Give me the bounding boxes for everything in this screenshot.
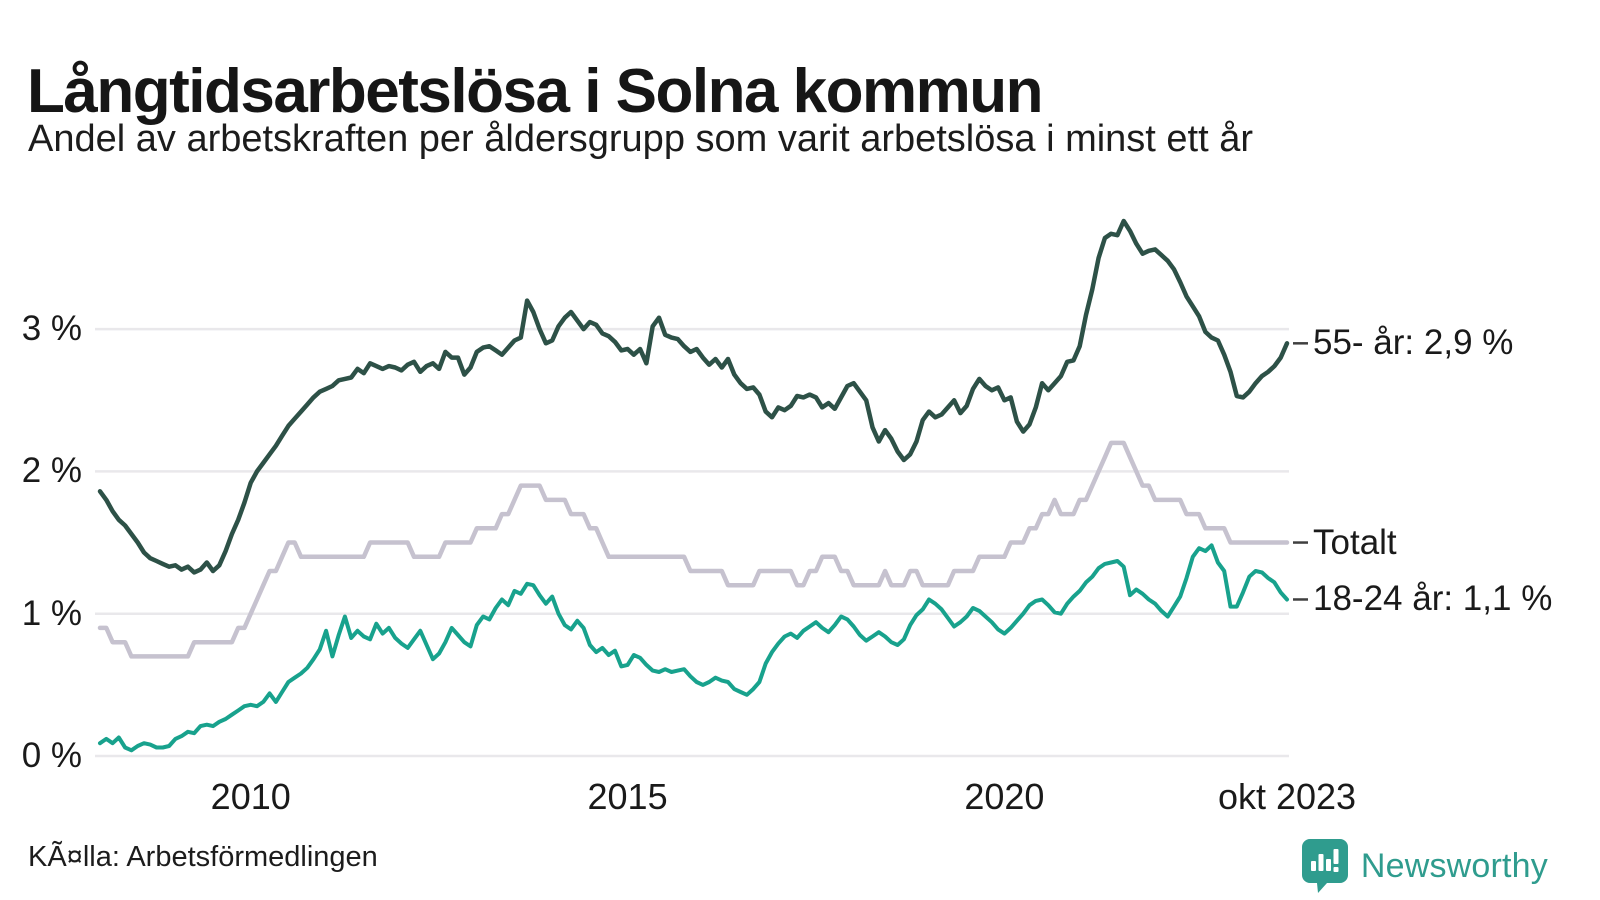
chart-subtitle: Andel av arbetskraften per åldersgrupp s… — [28, 118, 1254, 160]
y-tick-label: 3 % — [21, 309, 82, 349]
brand-logo: Newsworthy — [1301, 838, 1548, 894]
x-tick-label: okt 2023 — [1217, 776, 1357, 817]
brand-name: Newsworthy — [1360, 846, 1548, 885]
newsworthy-icon — [1301, 839, 1348, 893]
series-line-55- år — [97, 218, 1290, 575]
y-tick-label: 1 % — [21, 593, 82, 633]
series-end-label: 55- år: 2,9 % — [1313, 323, 1514, 363]
series-end-label: Totalt — [1313, 522, 1397, 562]
series-end-label: 18-24 år: 1,1 % — [1313, 579, 1553, 619]
source-note: KÃ¤lla: Arbetsförmedlingen — [28, 841, 378, 873]
page-title: Långtidsarbetslösa i Solna kommun — [27, 56, 1044, 126]
x-tick-label: 2015 — [587, 776, 668, 817]
y-tick-label: 2 % — [21, 451, 82, 491]
series-line-18-24 år — [98, 543, 1289, 753]
x-tick-label: 2020 — [964, 776, 1045, 817]
y-tick-label: 0 % — [21, 736, 82, 775]
x-tick-label: 2010 — [210, 776, 291, 817]
series-line-Totalt — [97, 440, 1290, 659]
